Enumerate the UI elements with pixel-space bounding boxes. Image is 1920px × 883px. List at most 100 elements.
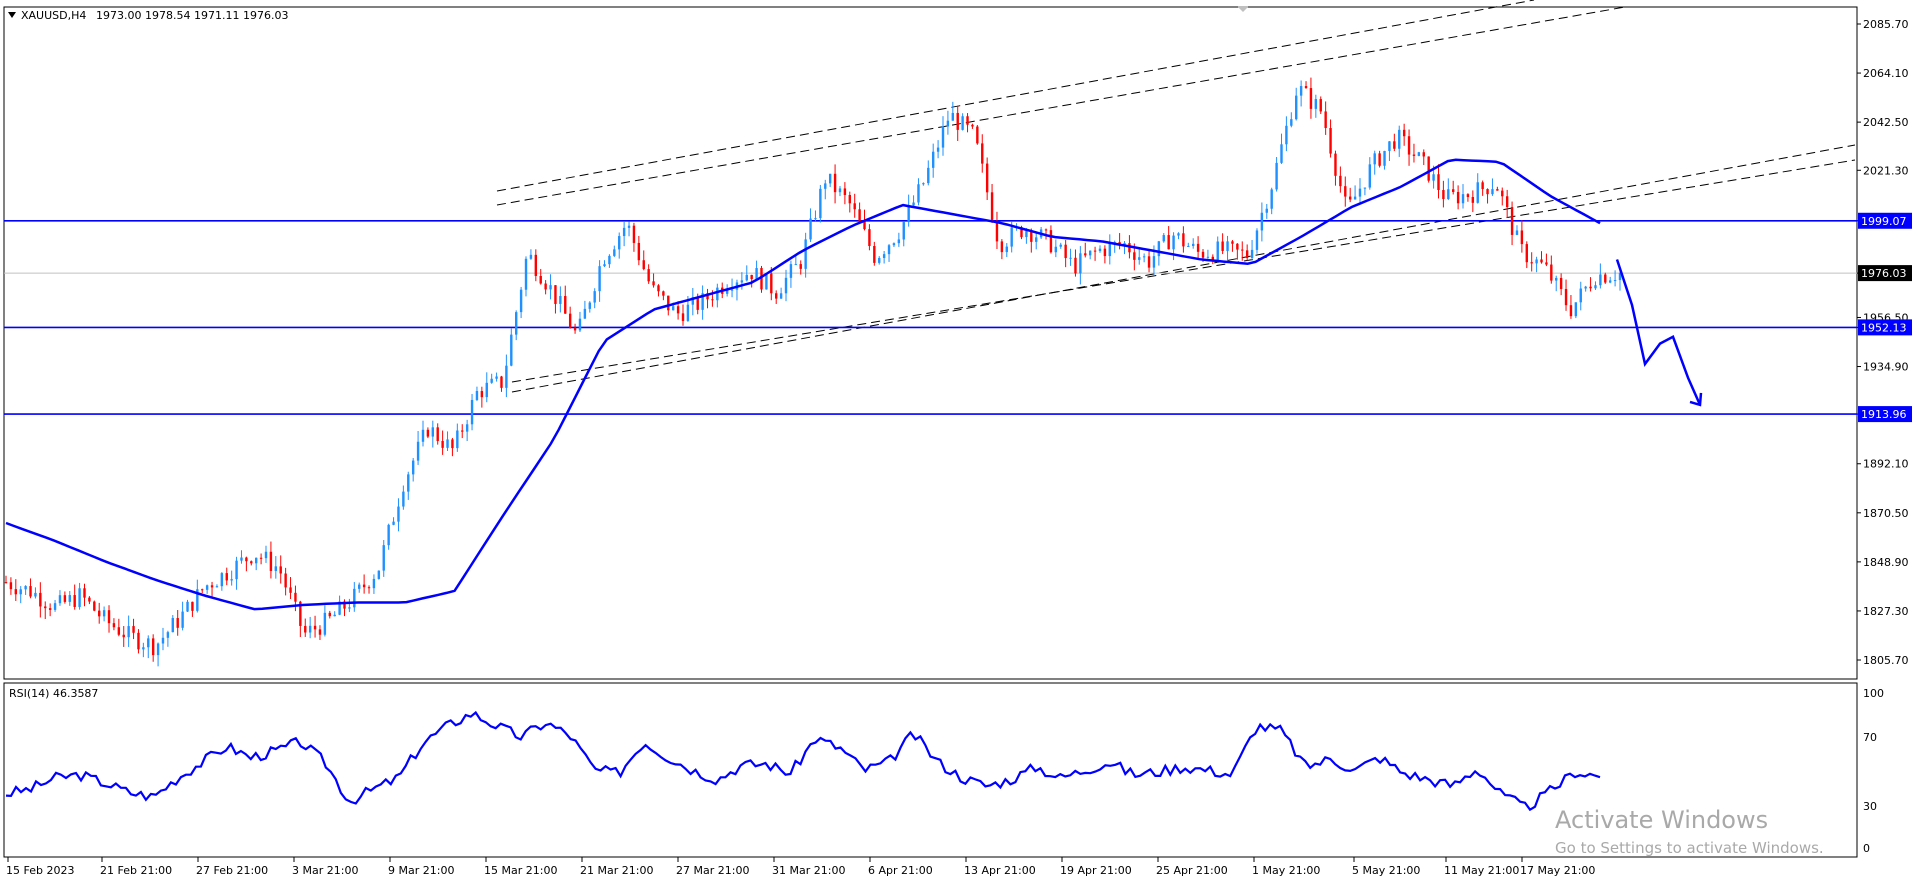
candle-body [828,173,832,184]
time-tick-label: 27 Mar 21:00 [676,864,749,877]
candle-body [946,120,950,127]
candle-body [853,203,856,210]
rsi-level-30: 30 [1863,800,1877,813]
candle-body [9,582,13,590]
candle-body [63,595,67,602]
candle-body [1084,253,1087,256]
candle-body [956,112,959,130]
candle-body [1358,188,1362,197]
candle-body [377,570,381,579]
candle-body [362,584,366,588]
candle-body [1000,241,1004,253]
candle-body [730,289,734,291]
price-tick-label: 2042.50 [1863,116,1909,129]
time-tick-label: 21 Feb 21:00 [100,864,172,877]
candle-body [573,327,577,331]
candle-body [608,255,611,265]
activation-watermark-subtitle: Go to Settings to activate Windows. [1555,839,1824,857]
candle-body [931,151,935,168]
candle-body [809,218,812,240]
candle-body [171,618,174,633]
candle-body [88,597,91,602]
price-tick-label: 1892.10 [1863,458,1909,471]
candle-body [966,116,969,125]
candle-body [1177,233,1180,236]
candle-body [745,274,748,281]
candle-body [519,289,523,313]
candle-body [225,573,228,581]
candle-body [564,296,567,314]
candle-body [1172,235,1175,250]
candle-body [593,291,596,303]
candle-body [995,221,999,242]
candle-body [775,293,778,299]
candle-body [480,391,484,398]
time-tick-label: 27 Feb 21:00 [196,864,268,877]
symbol-label: XAUUSD,H4 [21,9,86,22]
candle-body [951,112,955,121]
channel-line [496,0,1535,192]
candlesticks [4,77,1622,667]
candle-body [1604,274,1607,283]
candle-body [358,584,361,589]
time-tick-label: 17 May 21:00 [1520,864,1595,877]
candle-body [107,610,111,624]
horizontal-levels [4,219,1857,415]
candle-body [1108,243,1111,257]
symbol-menu-icon[interactable] [8,12,16,18]
candle-body [1353,196,1357,200]
candle-body [446,439,449,448]
candle-body [411,460,415,475]
candle-body [1613,280,1617,282]
candle-body [156,643,160,656]
candle-body [770,273,773,294]
activation-watermark-title: Activate Windows [1555,806,1768,834]
candle-body [549,285,552,290]
candle-body [691,297,695,305]
candle-body [1334,153,1337,176]
candle-body [294,592,297,602]
chart-shift-marker[interactable] [1237,6,1249,12]
candle-body [1309,88,1313,109]
candle-body [1226,241,1229,251]
candle-body [196,589,199,611]
candle-body [1187,245,1190,247]
rsi-line [5,710,1601,812]
candle-body [1545,262,1548,265]
candle-body [671,306,675,311]
candle-body [426,429,430,437]
candle-body [882,254,886,258]
candle-body [578,318,582,331]
candle-body [784,277,788,294]
candle-body [1412,154,1416,156]
candle-body [1035,237,1038,242]
candle-body [985,163,989,193]
candle-body [245,557,248,562]
candle-body [750,274,753,280]
candle-body [1128,243,1131,253]
candle-body [1589,286,1592,289]
time-tick-label: 9 Mar 21:00 [388,864,454,877]
candle-body [873,245,876,263]
candle-body [892,243,896,246]
price-tick-label: 1870.50 [1863,507,1909,520]
candle-body [29,586,32,597]
candle-body [397,506,400,522]
candle-body [696,297,699,310]
candle-body [112,623,116,628]
candle-body [73,595,76,607]
candle-body [1584,286,1587,289]
price-tick-label: 1934.90 [1863,361,1909,374]
candle-body [1245,250,1249,259]
candle-body [1025,231,1028,238]
candle-body [1510,207,1514,235]
candle-body [838,188,842,193]
candle-body [858,209,861,221]
candle-body [1079,253,1082,274]
candle-body [1530,262,1533,264]
candle-body [392,521,395,525]
candle-body [1594,285,1597,289]
projection-arrowhead [1689,392,1703,407]
candle-body [78,588,81,607]
